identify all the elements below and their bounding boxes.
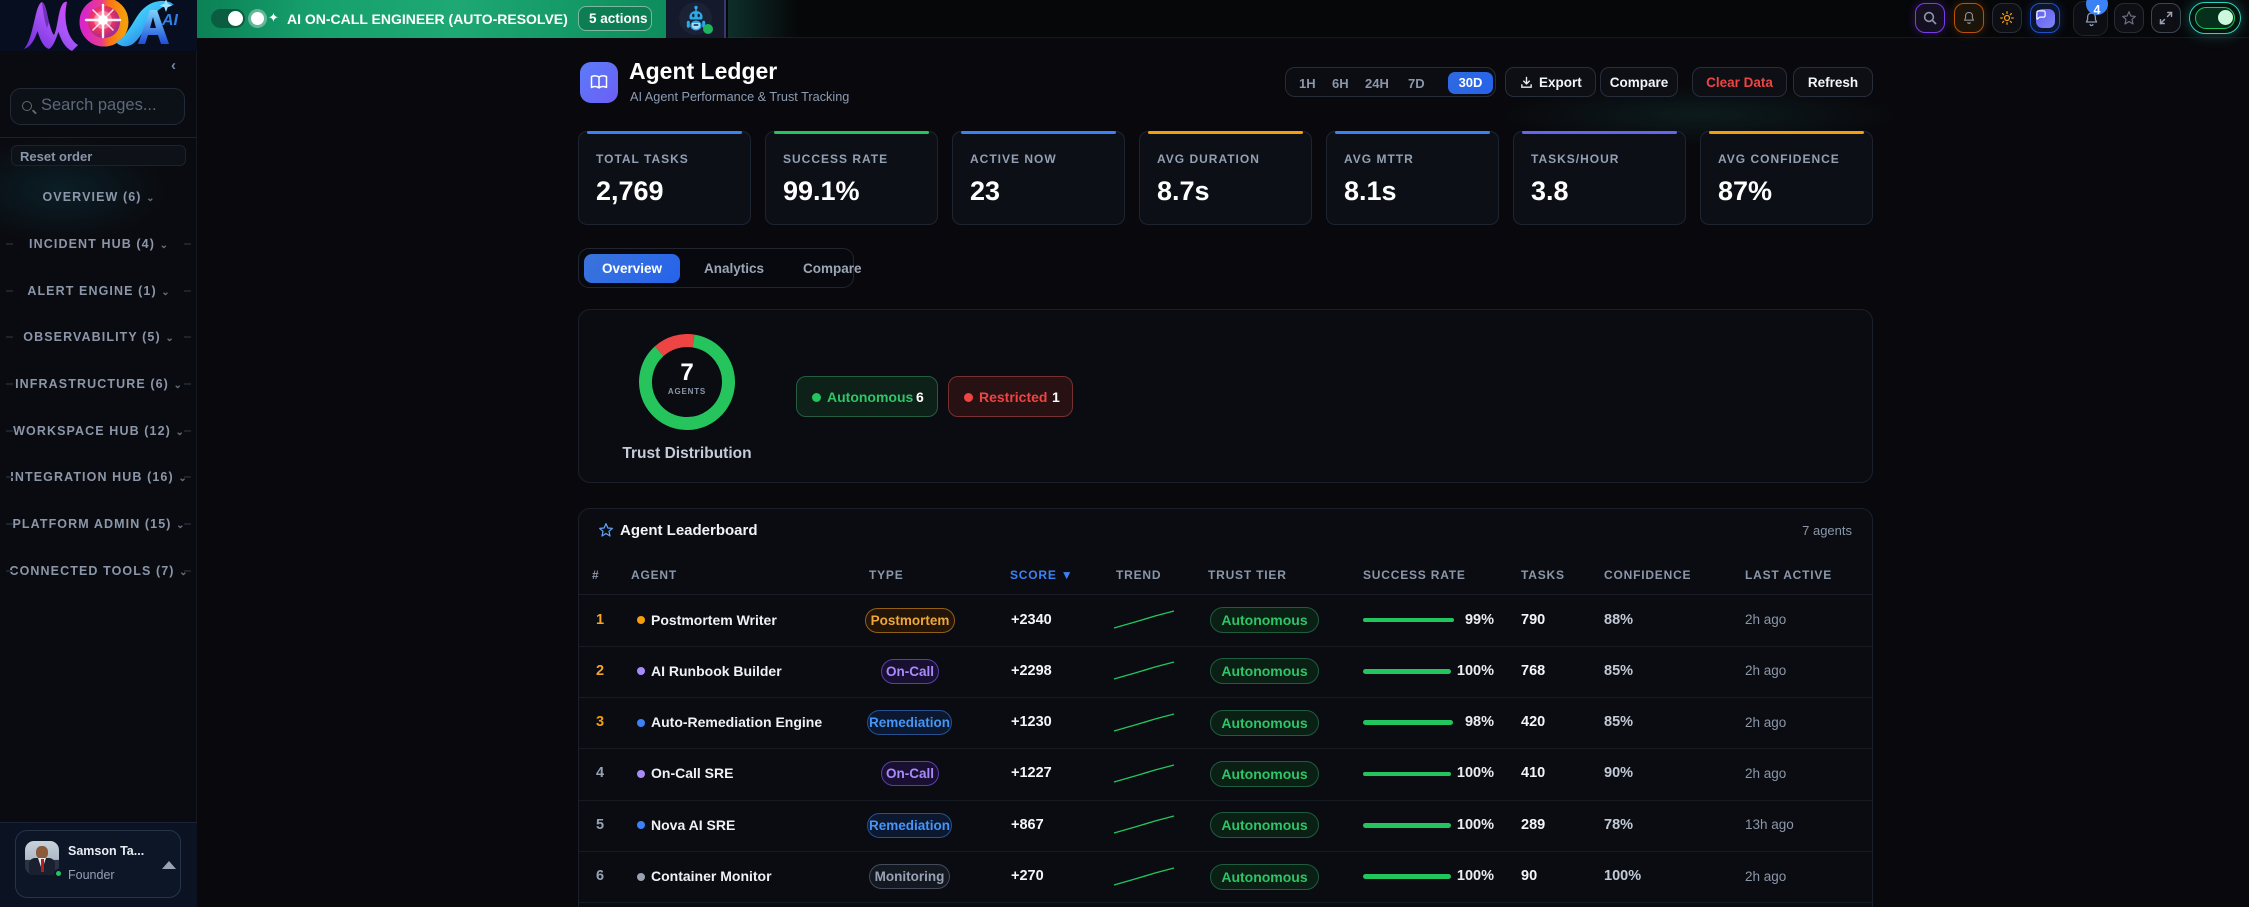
svg-text:AI: AI — [161, 12, 178, 29]
